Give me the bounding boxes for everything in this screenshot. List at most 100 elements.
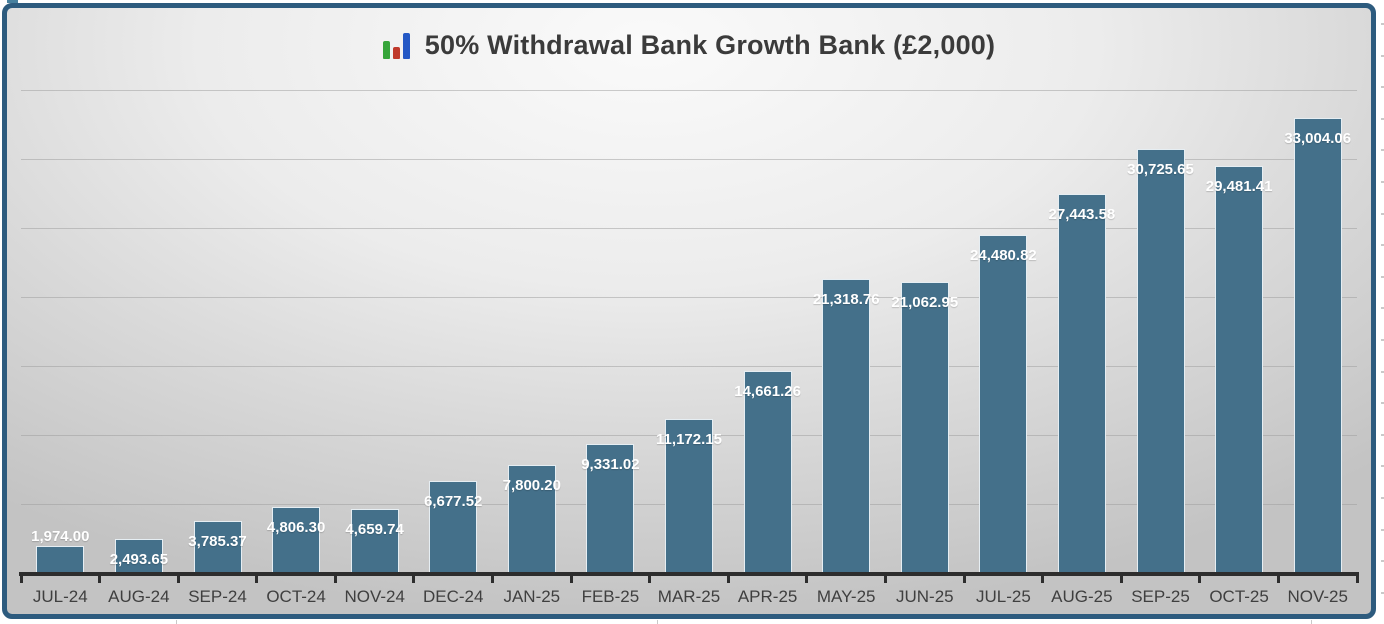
data-label-oct-24: 4,806.30 (266, 518, 326, 536)
sheet-gridline-stub (176, 620, 177, 624)
x-axis-label-apr-25: APR-25 (737, 587, 798, 606)
x-axis-label-sep-25: SEP-25 (1131, 587, 1190, 606)
sheet-gridline-stub (1381, 434, 1384, 436)
bar-nov-24[interactable] (350, 508, 399, 573)
sheet-gridline-stub (1381, 560, 1384, 562)
axis-tick (176, 576, 180, 583)
x-axis-label-aug-25: AUG-25 (1051, 587, 1113, 606)
axis-tick (1119, 576, 1123, 583)
x-axis-label-aug-24: AUG-24 (108, 587, 170, 606)
axis-tick (491, 576, 494, 583)
bar-oct-25[interactable] (1215, 166, 1264, 573)
bar-oct-24[interactable] (272, 506, 321, 573)
axis-tick (569, 576, 573, 583)
chart-area[interactable]: 50% Withdrawal Bank Growth Bank (£2,000)… (2, 3, 1376, 619)
axis-tick (98, 576, 102, 583)
gridline (21, 297, 1357, 298)
data-label-dec-24: 6,677.52 (423, 492, 483, 510)
sheet-gridline-stub (1381, 149, 1384, 151)
data-label-jan-25: 7,800.20 (502, 477, 561, 495)
data-label-jun-25: 21,062.95 (891, 294, 959, 312)
x-axis-label-dec-24: DEC-24 (422, 587, 484, 606)
bar-apr-25[interactable] (743, 370, 792, 573)
axis-tick (1198, 576, 1202, 583)
bar-jul-25[interactable] (979, 235, 1028, 573)
bar-aug-24[interactable] (114, 538, 163, 573)
bar-jun-25[interactable] (900, 282, 949, 573)
bar-mar-25[interactable] (665, 418, 713, 573)
data-label-apr-25: 14,661.26 (734, 382, 801, 400)
data-label-nov-24: 4,659.74 (345, 520, 404, 538)
sheet-gridline-stub (1381, 213, 1384, 215)
sheet-gridline-stub (1381, 23, 1384, 25)
x-axis-label-feb-25: FEB-25 (581, 587, 640, 606)
x-axis-label-nov-25: NOV-25 (1287, 587, 1348, 606)
gridline (21, 228, 1357, 229)
sheet-gridline-stub (1381, 276, 1384, 278)
sheet-gridline-stub (1381, 465, 1384, 467)
data-label-jul-25: 24,480.82 (970, 247, 1037, 265)
sheet-gridline-stub (1381, 86, 1384, 88)
bar-sep-24[interactable] (193, 520, 242, 573)
sheet-gridline-stub (1381, 529, 1384, 531)
bar-feb-25[interactable] (586, 444, 635, 573)
icon-blue-bar (402, 33, 410, 59)
bar-chart-emoji-icon (382, 31, 410, 59)
axis-tick (884, 576, 887, 583)
sheet-gridline-stub (1381, 244, 1384, 246)
sheet-gridline-stub (1381, 307, 1384, 309)
bar-dec-24[interactable] (429, 480, 478, 573)
bar-aug-25[interactable] (1057, 194, 1106, 573)
bar-may-25[interactable] (822, 278, 871, 573)
axis-tick (726, 576, 730, 583)
gridline (21, 90, 1357, 91)
axis-tick (333, 576, 337, 583)
sheet-gridline-stub (1381, 181, 1384, 183)
x-axis-label-nov-24: NOV-24 (344, 587, 405, 606)
sheet-gridline-stub (1381, 118, 1384, 120)
x-axis-label-jul-25: JUL-25 (975, 587, 1031, 606)
chart-title-row: 50% Withdrawal Bank Growth Bank (£2,000) (7, 28, 1371, 62)
data-label-may-25: 21,318.76 (812, 290, 880, 308)
icon-green-bar (382, 41, 390, 59)
axis-tick (1276, 576, 1280, 583)
sheet-gridline-stub (1381, 339, 1384, 341)
x-axis-label-mar-25: MAR-25 (657, 587, 721, 606)
axis-tick (805, 576, 809, 583)
sheet-gridline-stub (1381, 371, 1384, 373)
sheet-gridline-stub (657, 620, 658, 624)
data-label-jul-24: 1,974.00 (31, 527, 90, 545)
data-label-nov-25: 33,004.06 (1284, 129, 1352, 147)
bar-jul-24[interactable] (36, 545, 85, 573)
data-label-oct-25: 29,481.41 (1205, 178, 1273, 196)
icon-red-bar (392, 47, 400, 59)
sheet-gridline-stub (1381, 402, 1384, 404)
bar-jan-25[interactable] (507, 465, 556, 573)
data-label-sep-24: 3,785.37 (188, 532, 247, 550)
data-label-feb-25: 9,331.02 (581, 456, 640, 474)
x-axis-label-jun-25: JUN-25 (895, 587, 954, 606)
data-label-mar-25: 11,172.15 (656, 430, 722, 448)
bar-nov-25[interactable] (1293, 117, 1342, 573)
x-axis-label-may-25: MAY-25 (816, 587, 876, 606)
axis-tick (19, 576, 23, 583)
axis-tick (1355, 576, 1359, 583)
axis-tick (255, 576, 259, 583)
axis-tick (962, 576, 966, 583)
gridline (21, 159, 1357, 160)
gridline (21, 366, 1357, 367)
sheet-gridline-stub (1311, 620, 1312, 624)
chart-title: 50% Withdrawal Bank Growth Bank (£2,000) (424, 29, 996, 60)
x-axis-label-oct-25: OCT-25 (1209, 587, 1269, 606)
x-axis-label-oct-24: OCT-24 (266, 587, 326, 606)
sheet-gridline-stub (1381, 55, 1384, 57)
bar-sep-25[interactable] (1136, 149, 1185, 573)
axis-tick (412, 576, 416, 583)
axis-tick (648, 576, 652, 583)
x-axis-label-sep-24: SEP-24 (188, 587, 247, 606)
x-axis-label-jul-24: JUL-24 (32, 587, 88, 606)
data-label-aug-25: 27,443.58 (1048, 206, 1116, 224)
x-axis-label-jan-25: JAN-25 (503, 587, 561, 606)
sheet-gridline-stub (1381, 592, 1384, 594)
